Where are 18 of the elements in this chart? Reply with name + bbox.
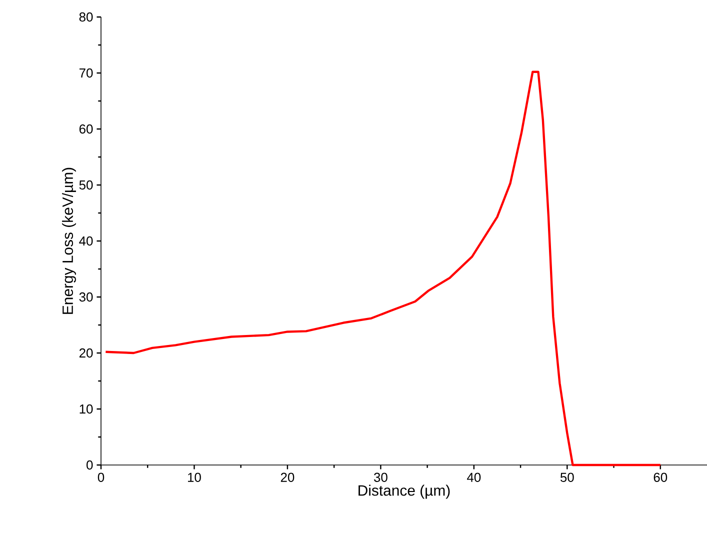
y-tick-label: 40 — [79, 236, 93, 246]
y-tick-label: 0 — [86, 460, 93, 470]
x-tick-label: 40 — [467, 472, 481, 482]
y-tick-label: 10 — [80, 404, 93, 414]
y-tick-label: 60 — [79, 124, 93, 134]
y-tick-label: 80 — [79, 12, 93, 22]
y-tick-label: 30 — [79, 292, 93, 302]
x-axis-title: Distance (µm) — [358, 484, 450, 499]
y-axis-title: Energy Loss (keV/µm) — [62, 168, 76, 314]
x-tick-label: 60 — [654, 472, 668, 482]
y-tick-label: 70 — [79, 68, 93, 78]
x-tick-label: 0 — [98, 472, 104, 482]
y-tick-label: 50 — [79, 180, 93, 190]
x-tick-label: 30 — [374, 472, 388, 482]
x-tick-label: 50 — [560, 472, 574, 482]
x-tick-label: 20 — [280, 472, 294, 482]
x-tick-label: 10 — [188, 472, 201, 482]
y-tick-label: 20 — [79, 348, 93, 358]
